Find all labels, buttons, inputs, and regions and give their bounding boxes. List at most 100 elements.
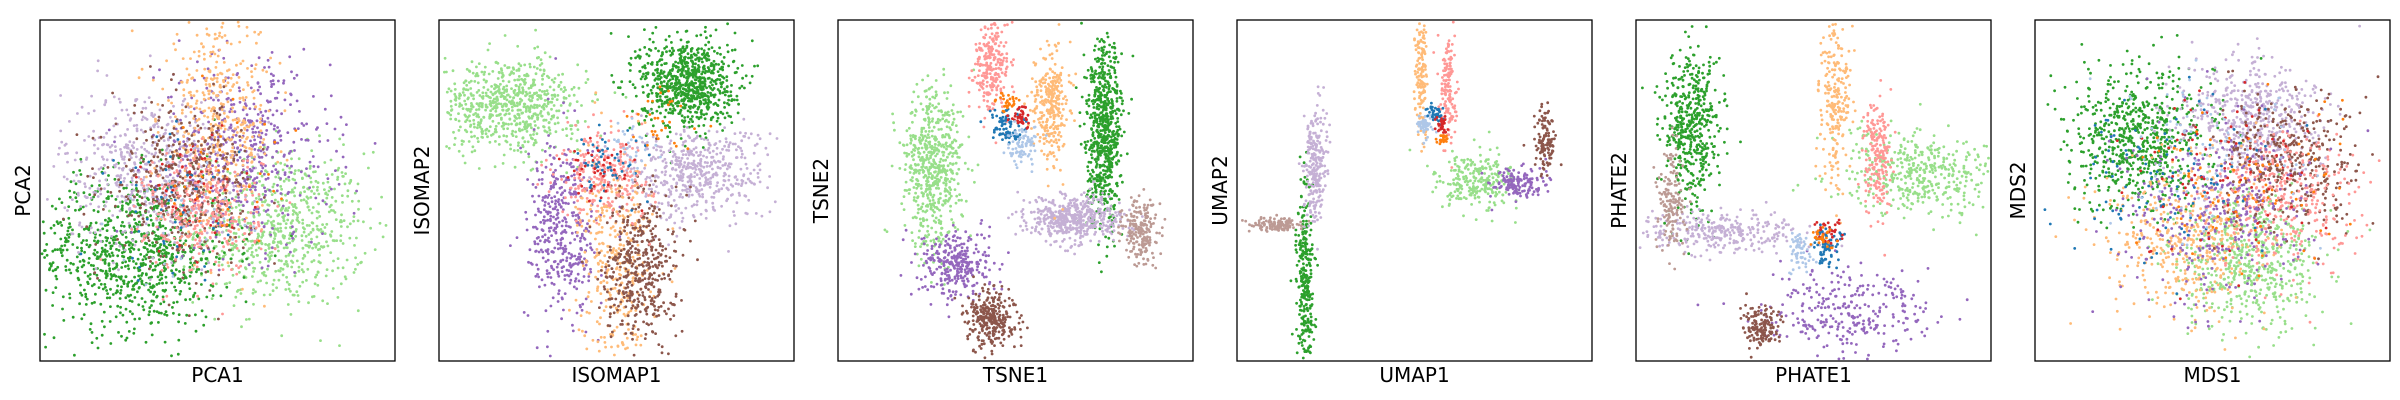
scatter-point bbox=[314, 170, 317, 174]
scatter-point bbox=[77, 251, 80, 254]
scatter-point bbox=[136, 257, 140, 261]
scatter-point bbox=[130, 183, 134, 187]
scatter-point bbox=[546, 74, 549, 78]
scatter-point bbox=[195, 270, 198, 274]
scatter-point bbox=[645, 52, 649, 56]
scatter-point bbox=[339, 115, 343, 119]
scatter-point bbox=[175, 119, 178, 123]
scatter-point bbox=[88, 186, 92, 190]
scatter-point bbox=[101, 258, 105, 262]
scatter-point bbox=[95, 251, 99, 254]
scatter-point bbox=[202, 164, 206, 168]
scatter-point bbox=[472, 122, 476, 126]
scatter-point bbox=[308, 186, 311, 190]
scatter-point bbox=[117, 178, 120, 182]
scatter-point bbox=[177, 209, 181, 212]
scatter-point bbox=[342, 219, 346, 223]
scatter-point bbox=[259, 110, 263, 114]
scatter-point bbox=[222, 156, 225, 160]
scatter-point bbox=[231, 253, 235, 257]
scatter-point bbox=[276, 183, 279, 187]
scatter-point bbox=[171, 176, 175, 180]
scatter-point bbox=[257, 239, 261, 243]
scatter-point bbox=[160, 273, 164, 277]
scatter-point bbox=[547, 121, 551, 124]
scatter-point bbox=[123, 161, 127, 165]
scatter-point bbox=[80, 293, 84, 297]
scatter-point bbox=[200, 165, 204, 169]
scatter-point bbox=[491, 93, 495, 97]
scatter-point bbox=[307, 233, 311, 236]
scatter-point bbox=[266, 116, 270, 120]
scatter-point bbox=[146, 248, 149, 251]
scatter-point bbox=[97, 286, 101, 289]
scatter-point bbox=[276, 200, 280, 204]
scatter-point bbox=[205, 222, 209, 226]
scatter-point bbox=[218, 106, 222, 110]
scatter-point bbox=[214, 260, 218, 264]
scatter-point bbox=[119, 305, 122, 309]
scatter-point bbox=[143, 100, 147, 104]
scatter-point bbox=[494, 84, 497, 87]
scatter-point bbox=[704, 43, 707, 47]
scatter-point bbox=[164, 196, 168, 199]
scatter-point bbox=[43, 249, 47, 252]
scatter-point bbox=[252, 96, 256, 100]
scatter-point bbox=[264, 249, 267, 252]
scatter-point bbox=[164, 180, 168, 183]
scatter-point bbox=[195, 230, 198, 234]
scatter-point bbox=[67, 235, 71, 239]
scatter-point bbox=[647, 54, 651, 58]
scatter-point bbox=[212, 112, 216, 116]
scatter-point bbox=[668, 130, 672, 134]
scatter-point bbox=[254, 290, 257, 294]
scatter-point bbox=[500, 125, 504, 128]
scatter-point bbox=[41, 220, 45, 224]
scatter-point bbox=[348, 181, 351, 185]
scatter-point bbox=[189, 270, 193, 274]
scatter-point bbox=[503, 64, 507, 67]
scatter-point bbox=[309, 180, 313, 184]
scatter-point bbox=[337, 182, 341, 186]
scatter-point bbox=[168, 149, 172, 152]
scatter-point bbox=[662, 84, 666, 88]
scatter-point bbox=[200, 144, 203, 147]
scatter-point bbox=[479, 118, 483, 121]
scatter-point bbox=[175, 255, 179, 259]
scatter-point bbox=[123, 177, 126, 180]
scatter-point bbox=[467, 140, 471, 143]
scatter-point bbox=[508, 117, 512, 121]
scatter-point bbox=[153, 188, 157, 192]
scatter-point bbox=[481, 136, 484, 139]
scatter-point bbox=[81, 205, 85, 209]
scatter-point bbox=[241, 122, 245, 126]
scatter-point bbox=[142, 237, 146, 241]
scatter-point bbox=[305, 174, 309, 178]
scatter-point bbox=[447, 146, 451, 150]
scatter-point bbox=[498, 91, 502, 95]
scatter-point bbox=[488, 125, 492, 129]
scatter-point bbox=[224, 185, 228, 189]
scatter-point bbox=[528, 62, 532, 66]
scatter-point bbox=[190, 134, 194, 137]
scatter-point bbox=[246, 165, 250, 169]
scatter-point bbox=[293, 194, 296, 198]
scatter-point bbox=[532, 65, 536, 69]
scatter-point bbox=[126, 172, 130, 176]
scatter-point bbox=[93, 301, 96, 304]
scatter-point bbox=[150, 100, 154, 104]
scatter-point bbox=[204, 257, 208, 261]
scatter-point bbox=[195, 216, 199, 220]
scatter-point bbox=[198, 194, 202, 198]
scatter-point bbox=[335, 149, 338, 153]
scatter-point bbox=[477, 108, 481, 111]
scatter-point bbox=[213, 138, 217, 142]
scatter-point bbox=[111, 214, 115, 217]
scatter-point bbox=[194, 329, 198, 333]
scatter-point bbox=[92, 190, 96, 194]
scatter-point bbox=[255, 200, 259, 204]
scatter-point bbox=[666, 135, 670, 139]
scatter-point bbox=[207, 33, 211, 37]
scatter-point bbox=[234, 174, 237, 178]
scatter-point bbox=[331, 239, 335, 242]
